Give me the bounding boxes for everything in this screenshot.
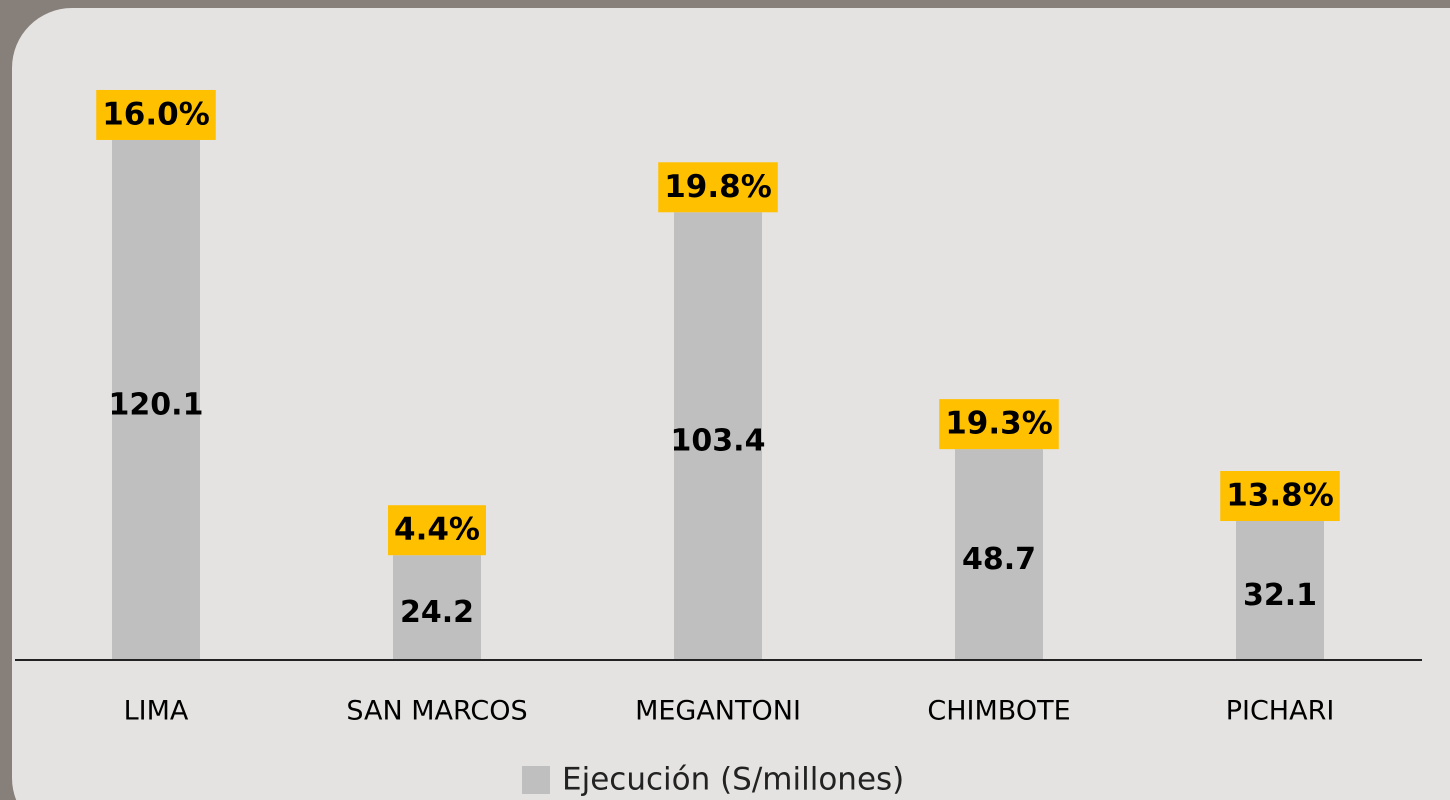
annotation-box xyxy=(1220,471,1340,522)
value-label: 48.7 xyxy=(962,542,1036,577)
annotation: 16.0% xyxy=(102,96,210,132)
x-tick-label: CHIMBOTE xyxy=(927,696,1070,727)
annotation: 4.4% xyxy=(394,512,480,548)
annotation: 19.8% xyxy=(664,169,772,205)
value-label: 103.4 xyxy=(671,424,766,459)
value-label: 32.1 xyxy=(1243,578,1317,613)
value-label: 24.2 xyxy=(400,595,474,630)
bar xyxy=(1236,521,1324,660)
x-tick-label: SAN MARCOS xyxy=(346,696,527,727)
annotation-box xyxy=(939,399,1059,450)
x-tick-label: PICHARI xyxy=(1226,696,1335,727)
legend-swatch xyxy=(522,766,550,794)
annotation: 13.8% xyxy=(1226,478,1334,514)
bar xyxy=(674,212,762,660)
annotation-box xyxy=(96,89,216,140)
annotation-box xyxy=(658,162,778,213)
bar xyxy=(112,139,200,661)
bar xyxy=(955,449,1043,660)
annotation-box xyxy=(388,505,486,556)
bar xyxy=(393,555,481,660)
legend-label: Ejecución (S/millones) xyxy=(562,762,904,798)
value-label: 120.1 xyxy=(109,387,204,422)
x-tick-label: MEGANTONI xyxy=(635,696,801,727)
annotation: 19.3% xyxy=(945,406,1053,442)
x-tick-label: LIMA xyxy=(124,696,189,727)
